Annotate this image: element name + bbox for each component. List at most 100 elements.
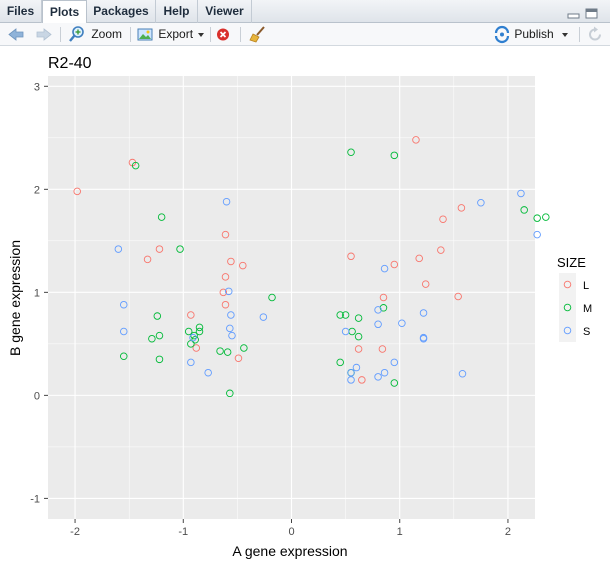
plots-toolbar: Zoom Export Publish (0, 23, 610, 46)
legend-symbol-M (563, 303, 572, 312)
point-L (234, 354, 243, 363)
toolbar-divider (210, 27, 211, 42)
point-M (336, 358, 344, 367)
toolbar-divider (60, 27, 61, 42)
x-tick-label: 1 (397, 526, 403, 538)
legend-key-M (559, 296, 576, 319)
publish-label: Publish (514, 27, 554, 41)
y-tick-label: 0 (34, 390, 40, 402)
point-M (155, 355, 164, 364)
point-S (517, 189, 525, 198)
point-M (336, 311, 344, 319)
remove-plot-icon[interactable] (216, 25, 232, 44)
point-M (347, 148, 355, 156)
point-L (454, 292, 462, 301)
point-M (223, 348, 232, 356)
zoom-button[interactable]: Zoom (68, 25, 124, 44)
point-M (148, 334, 156, 343)
grid-lines (48, 76, 535, 519)
point-L (415, 254, 423, 263)
point-S (374, 306, 382, 314)
x-tick-label: -1 (178, 526, 188, 538)
point-L (390, 260, 399, 269)
point-S (226, 324, 234, 333)
point-L (221, 230, 230, 239)
point-L (379, 293, 388, 302)
data-points (73, 136, 550, 398)
point-L (73, 187, 81, 196)
point-M (354, 314, 363, 322)
point-M (268, 293, 276, 302)
point-S (120, 327, 128, 336)
legend-label-L: L (583, 280, 589, 292)
point-S (477, 198, 485, 207)
point-S (227, 311, 235, 319)
legend-label-S: S (583, 326, 590, 338)
publish-icon (494, 26, 510, 44)
y-tick-label: -1 (30, 493, 40, 505)
point-S (224, 287, 233, 296)
toolbar-divider (130, 27, 131, 42)
maximize-pane-icon[interactable] (585, 6, 598, 19)
zoom-magnifier-icon (69, 26, 84, 43)
point-M (226, 389, 234, 398)
point-M (176, 245, 184, 253)
tab-help[interactable]: Help (156, 0, 198, 23)
point-S (419, 309, 428, 317)
legend-symbol-S (563, 326, 572, 335)
point-L (354, 345, 363, 353)
y-axis-label: B gene expression (7, 240, 23, 356)
point-L (421, 280, 430, 288)
axis-ticks: -2 -1 0 1 2 -1 0 1 2 3 (30, 81, 511, 538)
point-M (520, 206, 528, 214)
pane-tab-bar: Files Plots Packages Help Viewer (0, 0, 610, 24)
export-dropdown-caret-icon (198, 32, 205, 37)
toolbar-divider (579, 27, 580, 42)
back-arrow-icon[interactable] (6, 25, 26, 44)
toolbar-divider (240, 27, 241, 42)
legend-title: SIZE (557, 255, 586, 270)
legend-key-S (559, 319, 576, 342)
legend-symbol-L (563, 280, 572, 289)
point-S (380, 264, 389, 273)
point-L (219, 288, 228, 297)
point-M (240, 344, 248, 352)
tab-plots[interactable]: Plots (42, 0, 87, 24)
clear-all-broom-icon[interactable] (249, 25, 267, 44)
y-tick-label: 2 (34, 184, 40, 196)
refresh-icon[interactable] (586, 25, 604, 44)
publish-button[interactable]: Publish (493, 25, 573, 44)
point-M (153, 312, 162, 320)
point-M (191, 335, 199, 344)
tab-viewer[interactable]: Viewer (198, 0, 252, 23)
legend-label-M: M (583, 303, 592, 315)
forward-arrow-icon[interactable] (34, 25, 54, 44)
tab-files[interactable]: Files (0, 0, 42, 23)
point-L (457, 204, 466, 212)
point-M (195, 327, 204, 336)
export-image-icon (137, 28, 153, 41)
export-button[interactable]: Export (137, 25, 205, 44)
tab-packages[interactable]: Packages (87, 0, 156, 23)
legend: SIZE LMS (557, 255, 592, 342)
point-L (187, 311, 195, 319)
point-M (216, 347, 224, 355)
point-L (437, 246, 445, 254)
point-L (412, 136, 420, 144)
point-S (228, 331, 236, 340)
plot-canvas: R2-40 -2 -1 0 1 2 -1 0 1 2 3 A gene expression B … (7, 55, 592, 559)
point-S (374, 320, 382, 329)
point-S (347, 376, 355, 384)
point-M (131, 161, 140, 170)
point-M (184, 327, 193, 336)
point-S (347, 368, 355, 377)
point-S (341, 327, 350, 336)
point-M (195, 323, 204, 332)
point-M (155, 331, 164, 340)
x-tick-label: 0 (288, 526, 294, 538)
legend-key-L (559, 273, 576, 296)
y-tick-label: 3 (34, 81, 40, 93)
minimize-pane-icon[interactable] (567, 6, 580, 19)
point-M (390, 151, 399, 160)
point-L (227, 257, 235, 266)
